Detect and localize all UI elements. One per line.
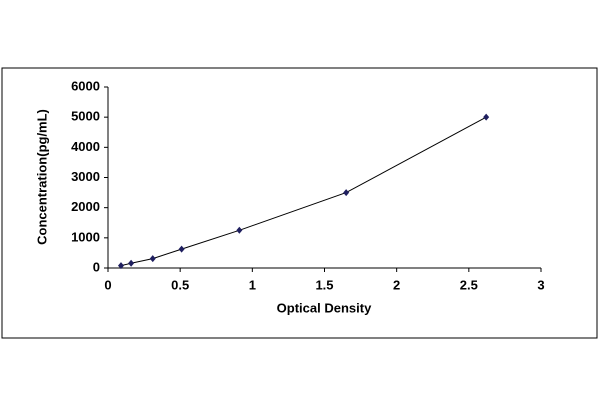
x-tick-label: 3 xyxy=(537,277,544,292)
point xyxy=(483,113,490,121)
x-tick-label: 0 xyxy=(104,277,111,292)
point xyxy=(343,189,350,197)
y-tick-label: 5000 xyxy=(71,109,100,124)
point xyxy=(128,259,135,267)
x-tick-label: 2.5 xyxy=(460,277,478,292)
point xyxy=(149,255,156,263)
y-tick-label: 4000 xyxy=(71,139,100,154)
point xyxy=(178,245,185,253)
y-tick-label: 0 xyxy=(93,259,100,274)
x-axis-label: Optical Density xyxy=(277,300,372,315)
x-tick-label: 1.5 xyxy=(315,277,333,292)
x-tick-label: 0.5 xyxy=(171,277,189,292)
x-tick-label: 2 xyxy=(393,277,400,292)
y-axis-label: Concentration(pg/mL) xyxy=(34,109,49,245)
y-tick-label: 1000 xyxy=(71,229,100,244)
point xyxy=(117,262,124,270)
y-tick-label: 3000 xyxy=(71,169,100,184)
chart-frame xyxy=(1,67,598,339)
x-tick-label: 1 xyxy=(249,277,256,292)
point xyxy=(236,226,243,234)
y-tick-label: 6000 xyxy=(71,78,100,93)
y-tick-label: 2000 xyxy=(71,199,100,214)
